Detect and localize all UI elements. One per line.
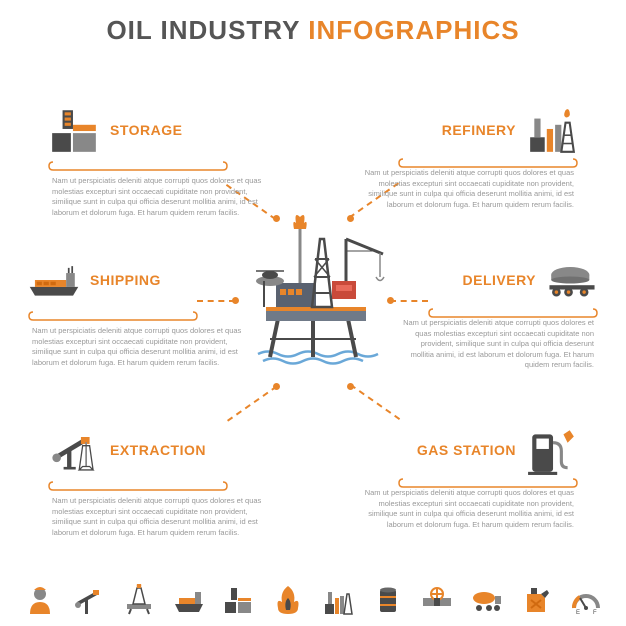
icon-row: EF bbox=[0, 584, 626, 616]
connector bbox=[350, 384, 400, 420]
barrel-icon bbox=[372, 584, 404, 616]
extraction-icon bbox=[48, 424, 100, 476]
canister-icon bbox=[521, 584, 553, 616]
bracket bbox=[48, 481, 228, 491]
refinery-icon bbox=[526, 104, 578, 156]
title-post: INFOGRAPHICS bbox=[308, 15, 519, 45]
title-pre: OIL INDUSTRY bbox=[106, 15, 300, 45]
valve-icon bbox=[421, 584, 453, 616]
section-extraction: EXTRACTION Nam ut perspiciatis deleniti … bbox=[48, 424, 268, 538]
storage-icon bbox=[48, 104, 100, 156]
bracket bbox=[48, 161, 228, 171]
section-refinery: REFINERY Nam ut perspiciatis deleniti at… bbox=[358, 104, 578, 210]
section-body: Nam ut perspiciatis deleniti atque corru… bbox=[398, 318, 598, 371]
storage-mini-icon bbox=[222, 584, 254, 616]
section-title: DELIVERY bbox=[463, 272, 537, 288]
section-gasstation: GAS STATION Nam ut perspiciatis deleniti… bbox=[358, 424, 578, 530]
infographic-main: STORAGE Nam ut perspiciatis deleniti atq… bbox=[0, 54, 626, 564]
refinery-mini-icon bbox=[322, 584, 354, 616]
section-body: Nam ut perspiciatis deleniti atque corru… bbox=[358, 488, 578, 530]
section-body: Nam ut perspiciatis deleniti atque corru… bbox=[28, 326, 248, 368]
connector-dot bbox=[347, 383, 354, 390]
pumpjack-icon bbox=[73, 584, 105, 616]
gauge-icon: EF bbox=[570, 584, 602, 616]
svg-text:F: F bbox=[593, 610, 597, 616]
bracket bbox=[428, 308, 598, 318]
ship-icon bbox=[173, 584, 205, 616]
connector bbox=[227, 386, 277, 422]
section-delivery: DELIVERY Nam ut perspiciatis deleniti at… bbox=[398, 254, 598, 371]
section-title: SHIPPING bbox=[90, 272, 161, 288]
shipping-icon bbox=[28, 254, 80, 306]
section-title: EXTRACTION bbox=[110, 442, 206, 458]
rig-icon bbox=[123, 584, 155, 616]
bracket bbox=[398, 478, 578, 488]
tanker-truck-icon bbox=[471, 584, 503, 616]
page-title: OIL INDUSTRY INFOGRAPHICS bbox=[0, 0, 626, 54]
delivery-icon bbox=[546, 254, 598, 306]
section-shipping: SHIPPING Nam ut perspiciatis deleniti at… bbox=[28, 254, 248, 368]
worker-icon bbox=[24, 584, 56, 616]
section-title: GAS STATION bbox=[417, 442, 516, 458]
oil-rig-center bbox=[228, 199, 398, 369]
bracket bbox=[28, 311, 198, 321]
bracket bbox=[398, 158, 578, 168]
svg-text:E: E bbox=[576, 610, 580, 616]
section-title: STORAGE bbox=[110, 122, 182, 138]
section-body: Nam ut perspiciatis deleniti atque corru… bbox=[48, 496, 268, 538]
section-title: REFINERY bbox=[442, 122, 516, 138]
flame-icon bbox=[272, 584, 304, 616]
gasstation-icon bbox=[526, 424, 578, 476]
connector-dot bbox=[273, 383, 280, 390]
